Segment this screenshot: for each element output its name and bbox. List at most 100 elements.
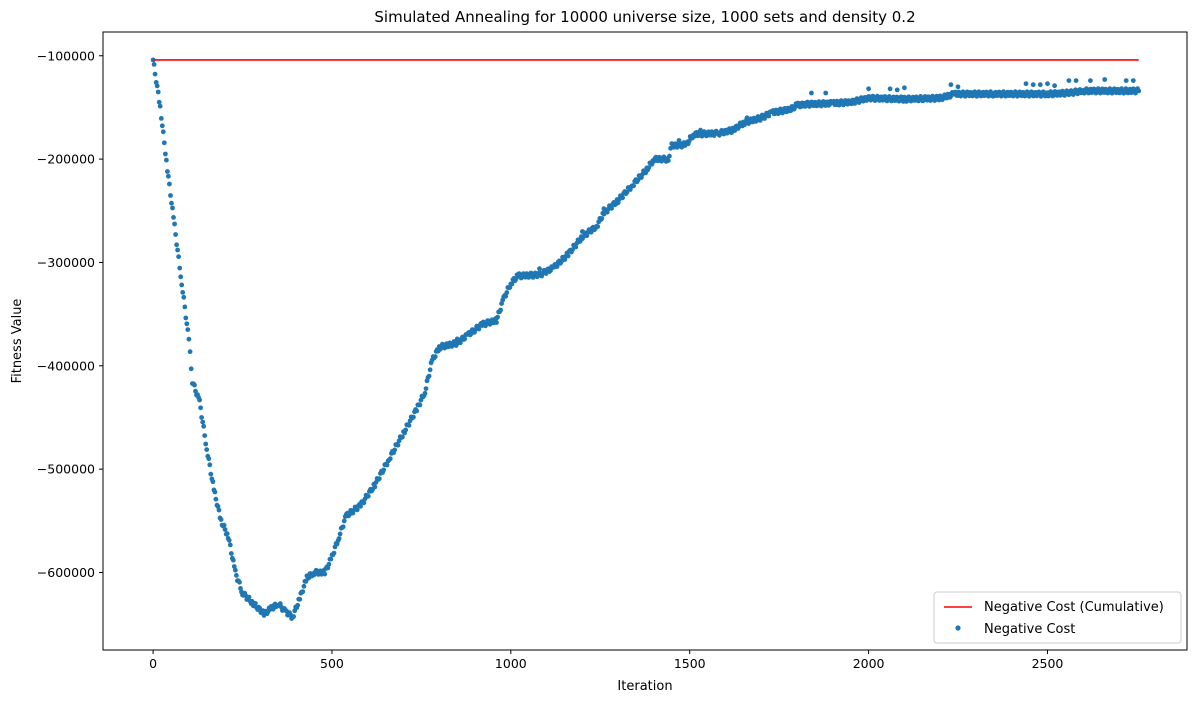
scatter-point — [166, 173, 171, 179]
scatter-point — [221, 522, 227, 528]
scatter-point — [361, 500, 367, 506]
scatter-point — [1102, 77, 1108, 82]
scatter-point — [233, 567, 238, 573]
plot-frame — [102, 31, 1188, 651]
scatter-point — [301, 583, 307, 589]
scatter-point — [192, 382, 197, 388]
scatter-point — [337, 531, 343, 537]
scatter-point — [766, 113, 772, 119]
scatter-point — [178, 274, 184, 280]
x-tick-label: 1500 — [674, 656, 706, 671]
scatter-point — [206, 456, 212, 462]
scatter-point — [216, 507, 222, 513]
scatter-point — [894, 87, 900, 93]
scatter-point — [646, 165, 652, 171]
y-tick-label: −400000 — [37, 358, 95, 373]
scatter-point — [1037, 82, 1043, 88]
scatter-point — [498, 307, 503, 313]
scatter-point — [175, 247, 181, 253]
scatter-point — [955, 84, 961, 90]
y-axis-label: Fitness Value — [10, 299, 25, 384]
scatter-point — [183, 315, 189, 321]
scatter-point — [372, 484, 378, 490]
scatter-point — [601, 206, 607, 212]
scatter-point — [392, 447, 398, 453]
scatter-point — [331, 550, 337, 556]
scatter-point — [328, 556, 334, 562]
scatter-point — [631, 183, 636, 189]
scatter-point — [624, 189, 630, 195]
scatter-point — [167, 181, 172, 187]
series-layer — [150, 57, 1142, 621]
scatter-point — [184, 321, 190, 327]
scatter-point — [154, 83, 160, 89]
scatter-point — [494, 320, 499, 325]
scatter-point — [570, 247, 575, 253]
x-tick-label: 2500 — [1032, 656, 1064, 671]
scatter-point — [580, 229, 585, 234]
x-axis-label: Iteration — [617, 679, 672, 694]
scatter-point — [224, 531, 230, 537]
scatter-point — [161, 140, 167, 146]
y-tick-label: −200000 — [37, 152, 95, 167]
scatter-point — [573, 244, 579, 250]
scatter-point — [1045, 81, 1050, 87]
scatter-point — [151, 62, 157, 67]
scatter-point — [291, 614, 296, 619]
scatter-point — [507, 285, 513, 290]
scatter-point — [823, 90, 829, 96]
scatter-point — [403, 427, 409, 433]
scatter-point — [182, 304, 188, 310]
x-tick-label: 0 — [149, 656, 157, 671]
scatter-point — [676, 138, 682, 143]
scatter-point — [588, 229, 594, 235]
scatter-point — [181, 294, 187, 300]
y-tick-label: −100000 — [37, 48, 95, 63]
scatter-point — [341, 518, 347, 524]
plot-area — [103, 32, 1187, 650]
scatter-point — [185, 327, 191, 332]
scatter-point — [395, 442, 401, 448]
scatter-point — [381, 467, 387, 473]
scatter-point — [179, 282, 185, 288]
scatter-point — [509, 281, 515, 287]
scatter-point — [176, 254, 182, 260]
scatter-point — [744, 115, 750, 121]
scatter-point — [228, 551, 234, 556]
scatter-point — [171, 215, 176, 220]
scatter-point — [202, 433, 208, 438]
scatter-point — [387, 456, 393, 462]
scatter-point — [326, 561, 332, 567]
scatter-point — [297, 596, 303, 602]
scatter-point — [1052, 83, 1057, 89]
scatter-point — [476, 326, 482, 332]
scatter-point — [1030, 82, 1036, 88]
scatter-point — [158, 116, 164, 121]
scatter-point — [365, 493, 371, 499]
scatter-point — [277, 601, 283, 606]
scatter-point — [755, 117, 761, 123]
scatter-point — [565, 253, 571, 259]
scatter-point — [411, 414, 416, 420]
scatter-point — [462, 336, 468, 342]
legend-dot-swatch — [955, 625, 961, 631]
scatter-point — [215, 504, 221, 509]
scatter-point — [1066, 78, 1072, 83]
scatter-point — [1023, 81, 1029, 87]
legend-box — [933, 591, 1182, 644]
scatter-point — [203, 441, 209, 447]
scatter-point — [427, 367, 433, 373]
y-tick-label: −600000 — [37, 565, 95, 580]
scatter-point — [887, 86, 893, 92]
scatter-point — [325, 565, 331, 571]
scatter-point — [620, 195, 625, 201]
scatter-point — [1130, 78, 1136, 83]
scatter-point — [499, 301, 504, 306]
scatter-point — [159, 123, 165, 129]
scatter-point — [295, 602, 301, 608]
scatter-point — [222, 527, 228, 532]
scatter-point — [458, 340, 463, 346]
scatter-point — [422, 390, 428, 396]
scatter-point — [384, 462, 390, 468]
scatter-point — [204, 447, 210, 452]
